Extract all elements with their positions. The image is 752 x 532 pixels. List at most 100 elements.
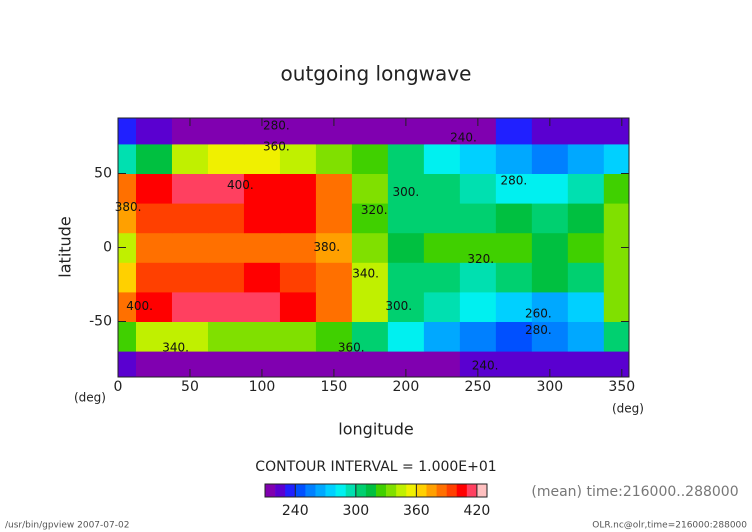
- y-tick-label: -50: [89, 314, 112, 330]
- colorbar-box: [285, 484, 296, 497]
- cell: [279, 143, 317, 174]
- cell: [351, 118, 389, 145]
- cell: [495, 291, 533, 322]
- cell: [207, 321, 245, 352]
- colorbar-box: [376, 484, 387, 497]
- cell: [531, 291, 569, 322]
- cell: [207, 203, 245, 234]
- cell: [531, 203, 569, 234]
- cell: [243, 291, 281, 322]
- cell: [459, 321, 497, 352]
- cell: [315, 262, 353, 293]
- x-tick-label: 250: [464, 379, 491, 395]
- cell: [423, 291, 461, 322]
- cell: [423, 262, 461, 293]
- cell: [567, 118, 605, 145]
- cell: [135, 291, 173, 322]
- cell: [603, 262, 630, 293]
- cell: [459, 173, 497, 204]
- cell: [315, 143, 353, 174]
- cell: [243, 173, 281, 204]
- cell: [423, 203, 461, 234]
- cell: [243, 321, 281, 352]
- contour-label: 260.: [525, 307, 552, 321]
- cell: [279, 118, 317, 145]
- cell: [207, 143, 245, 174]
- colorbar-tick-label: 300: [342, 503, 369, 519]
- y-tick-label: 50: [94, 166, 112, 182]
- cell: [315, 173, 353, 204]
- colorbar-box: [416, 484, 427, 497]
- cell: [567, 143, 605, 174]
- x-unit: (deg): [612, 402, 644, 416]
- colorbar-box: [345, 484, 357, 497]
- cell: [243, 143, 281, 174]
- cell: [171, 173, 209, 204]
- time-note: (mean) time:216000..288000: [531, 484, 738, 500]
- cell: [171, 262, 209, 293]
- cell: [279, 291, 317, 322]
- colorbar-tick-label: 360: [403, 503, 430, 519]
- cell: [351, 203, 389, 234]
- cell: [118, 203, 137, 234]
- cell: [387, 291, 425, 322]
- cell: [207, 291, 245, 322]
- cell: [423, 351, 461, 378]
- cell: [315, 232, 353, 263]
- x-axis-label: longitude: [338, 420, 413, 439]
- cell: [567, 291, 605, 322]
- cell: [423, 232, 461, 263]
- contour-label: 280.: [263, 119, 290, 133]
- colorbar-box: [476, 484, 488, 497]
- contour-label: 400.: [126, 299, 153, 313]
- colorbar-box: [446, 484, 458, 497]
- cell: [118, 291, 137, 322]
- cell: [315, 203, 353, 234]
- cell: [171, 232, 209, 263]
- cell: [603, 351, 630, 378]
- cell: [603, 143, 630, 174]
- contour-label: 240.: [472, 358, 499, 372]
- cell: [459, 143, 497, 174]
- colorbar-tick-label: 420: [464, 503, 491, 519]
- contour-label: 240.: [450, 130, 477, 144]
- cell: [351, 291, 389, 322]
- cell: [495, 203, 533, 234]
- cell: [207, 118, 245, 145]
- cell: [135, 262, 173, 293]
- cell: [531, 262, 569, 293]
- x-tick-label: 350: [608, 379, 635, 395]
- cell: [387, 143, 425, 174]
- cell: [603, 291, 630, 322]
- x-tick-label: 200: [393, 379, 420, 395]
- cell: [118, 118, 137, 145]
- cell: [118, 232, 137, 263]
- cell: [207, 173, 245, 204]
- cell: [531, 232, 569, 263]
- cell: [351, 173, 389, 204]
- x-tick-label: 300: [536, 379, 563, 395]
- contour-label: 320.: [361, 203, 388, 217]
- cell: [171, 203, 209, 234]
- cell: [423, 118, 461, 145]
- cell: [531, 143, 569, 174]
- cell: [135, 321, 173, 352]
- cell: [495, 262, 533, 293]
- colorbar-box: [466, 484, 478, 497]
- y-unit: (deg): [74, 391, 106, 405]
- contour-label: 320.: [467, 252, 494, 266]
- cell: [118, 173, 137, 204]
- y-axis-label: latitude: [56, 216, 75, 277]
- contour-label: 280.: [525, 323, 552, 337]
- y-tick-label: 0: [103, 240, 112, 256]
- cell: [279, 173, 317, 204]
- cell: [423, 143, 461, 174]
- contour-label: 360.: [338, 341, 365, 355]
- colorbar-box: [265, 484, 276, 497]
- cell: [243, 203, 281, 234]
- contour-label: 360.: [263, 139, 290, 153]
- cell: [495, 351, 533, 378]
- cell: [315, 291, 353, 322]
- cell: [171, 321, 209, 352]
- colorbar-box: [426, 484, 437, 497]
